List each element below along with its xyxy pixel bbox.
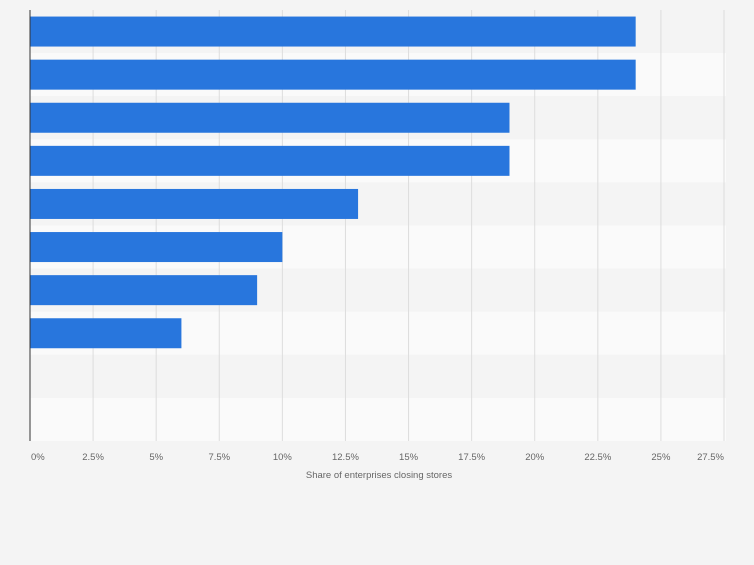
- x-tick-label: 15%: [399, 452, 419, 463]
- row-band: [30, 354, 726, 398]
- x-tick-labels: 0% 2.5% 5% 7.5% 10% 12.5% 15% 17.5% 20% 22.5% 25% 2…: [31, 452, 725, 463]
- bar[interactable]: [30, 16, 636, 47]
- bar[interactable]: [30, 59, 636, 90]
- x-tick-label: 22.5%: [584, 452, 611, 463]
- x-tick-label: 17.5%: [458, 452, 485, 463]
- bar[interactable]: [30, 145, 510, 176]
- bar[interactable]: [30, 232, 283, 263]
- bar[interactable]: [30, 275, 258, 306]
- x-tick-label: 5%: [149, 452, 163, 463]
- bars: [30, 16, 636, 349]
- x-axis-title: Share of enterprises closing stores: [306, 470, 453, 481]
- x-tick-label: 25%: [651, 452, 671, 463]
- x-tick-label: 7.5%: [208, 452, 230, 463]
- x-tick-label: 12.5%: [332, 452, 359, 463]
- x-tick-label: 20%: [525, 452, 545, 463]
- x-tick-label: 2.5%: [82, 452, 104, 463]
- x-tick-label: 27.5%: [697, 452, 724, 463]
- bar[interactable]: [30, 318, 182, 349]
- bar[interactable]: [30, 102, 510, 133]
- row-band: [30, 397, 726, 441]
- bar[interactable]: [30, 188, 359, 219]
- x-tick-label: 0%: [31, 452, 45, 463]
- x-tick-label: 10%: [273, 452, 293, 463]
